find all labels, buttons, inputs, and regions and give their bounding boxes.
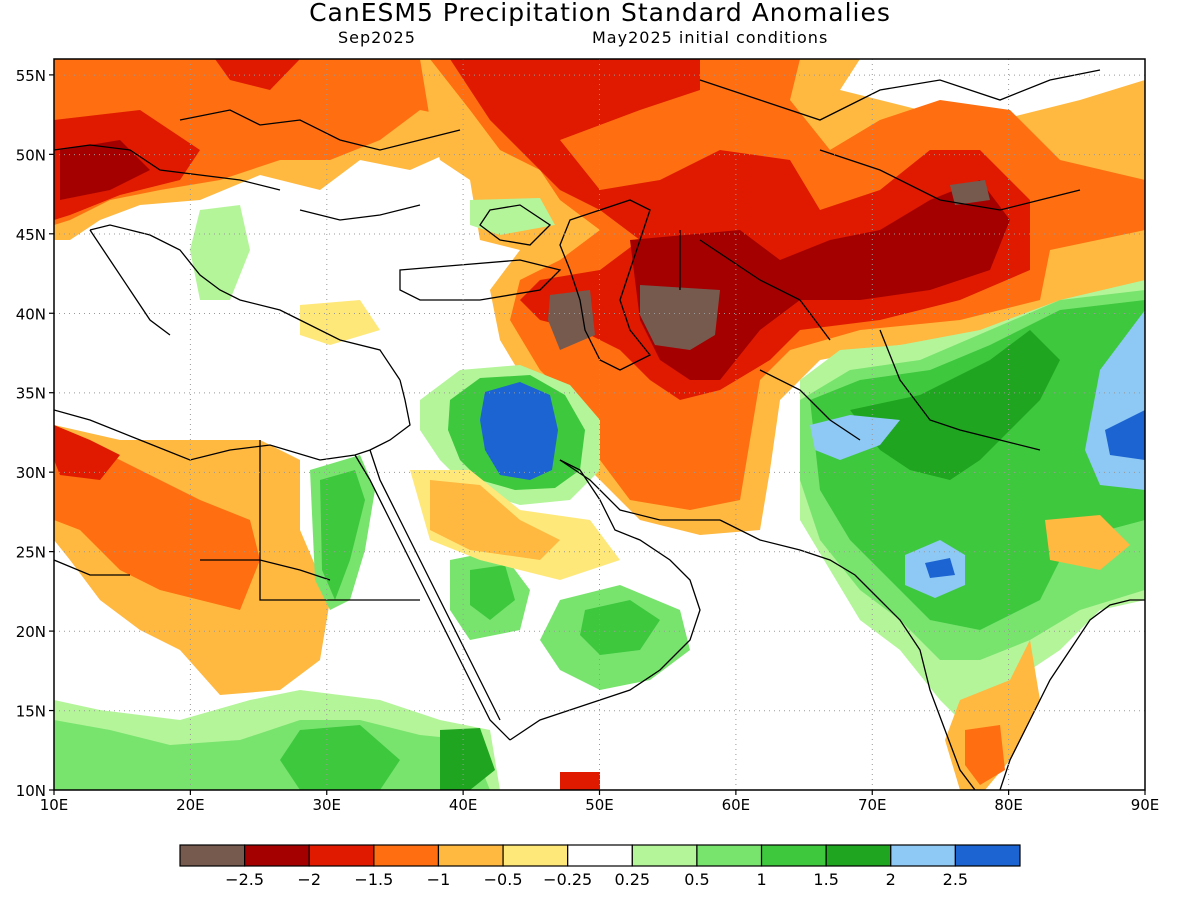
gridlines xyxy=(54,59,1145,790)
anomaly-region-turkey-light-green xyxy=(470,198,555,235)
anomaly-region-north-red xyxy=(215,59,300,90)
colorbar-swatch xyxy=(631,844,698,867)
anomaly-region-oman-mid-green xyxy=(580,600,660,655)
anomaly-region-mongolia-brown xyxy=(950,180,990,205)
colorbar-swatch xyxy=(954,844,1021,867)
longitude-ticks: 10E 20E 30E 40E 50E 60E 70E 80E 90E xyxy=(40,790,1160,814)
colorbar-swatch xyxy=(244,844,310,867)
colorbar: −2.5 −2 −1.5 −1 −0.5 −0.25 0.25 0.5 1 1.5 2 2.5 xyxy=(179,844,1021,889)
colorbar-swatch xyxy=(437,844,504,867)
anomaly-region-east-africa-mid-green xyxy=(280,725,400,790)
lat-tick-label: 30N xyxy=(16,464,46,482)
lon-tick-label: 10E xyxy=(40,796,69,814)
anomaly-region-greece-light-orange xyxy=(300,300,380,345)
lon-tick-label: 80E xyxy=(994,796,1023,814)
lon-tick-label: 60E xyxy=(722,796,751,814)
lat-tick-label: 50N xyxy=(16,146,46,164)
lat-tick-label: 45N xyxy=(16,226,46,244)
anomaly-fields xyxy=(54,59,1145,790)
anomaly-region-central-asia-dark-red xyxy=(630,180,1010,380)
anomaly-region-balkans-light-green xyxy=(190,205,250,300)
colorbar-label: 0.5 xyxy=(684,870,709,889)
latitude-ticks: 55N 50N 45N 40N 35N 30N 25N 20N 15N 10N xyxy=(16,67,54,800)
colorbar-swatch xyxy=(567,844,633,867)
lat-tick-label: 55N xyxy=(16,67,46,85)
colorbar-swatch xyxy=(308,844,375,867)
colorbar-label: −1.5 xyxy=(354,870,393,889)
colorbar-label: −0.5 xyxy=(484,870,523,889)
colorbar-label: 1.5 xyxy=(813,870,838,889)
forecast-month: Sep2025 xyxy=(338,28,416,47)
colorbar-label: 2 xyxy=(886,870,896,889)
colorbar-label: −2 xyxy=(297,870,321,889)
anomaly-region-libya-red xyxy=(54,425,120,480)
lon-tick-label: 50E xyxy=(585,796,614,814)
colorbar-label: 2.5 xyxy=(943,870,968,889)
lat-tick-label: 25N xyxy=(16,544,46,562)
anomaly-region-india-east-orange xyxy=(1045,515,1130,570)
anomaly-region-india-blue xyxy=(925,558,955,578)
lat-tick-label: 10N xyxy=(16,782,46,800)
lon-tick-label: 20E xyxy=(176,796,205,814)
anomaly-region-egypt-dark-green xyxy=(320,470,365,600)
coastlines xyxy=(54,69,1145,790)
colorbar-swatch xyxy=(696,844,763,867)
anomaly-region-pakistan-light-blue xyxy=(810,415,900,460)
colorbar-swatch xyxy=(890,844,956,867)
anomaly-region-gulf-orange xyxy=(430,480,560,560)
lon-tick-label: 40E xyxy=(449,796,478,814)
colorbar-label: 1 xyxy=(756,870,766,889)
colorbar-swatch xyxy=(760,844,827,867)
anomaly-region-somalia-red xyxy=(560,772,600,790)
anomaly-region-india-south-deep-orange xyxy=(965,725,1005,785)
chart-title: CanESM5 Precipitation Standard Anomalies xyxy=(309,0,891,27)
colorbar-label: 0.25 xyxy=(614,870,650,889)
anomaly-region-east-africa-dark-green xyxy=(440,728,495,790)
anomaly-region-arabia-mid-green xyxy=(470,565,515,620)
lat-tick-label: 15N xyxy=(16,703,46,721)
lon-tick-label: 70E xyxy=(858,796,887,814)
anomaly-region-south-asia-dark-green xyxy=(850,330,1060,480)
anomaly-region-bay-blue xyxy=(1105,410,1145,460)
anomaly-region-north-africa-deep-orange xyxy=(54,430,260,610)
anomaly-region-iraq-blue xyxy=(480,382,558,480)
anomaly-region-caspian-brown xyxy=(640,285,720,350)
lon-tick-label: 30E xyxy=(312,796,341,814)
anomaly-region-caucasus-brown xyxy=(548,290,595,350)
colorbar-swatch xyxy=(825,844,892,867)
colorbar-label: −0.25 xyxy=(543,870,592,889)
initial-conditions-label: May2025 initial conditions xyxy=(592,28,829,47)
lon-tick-label: 90E xyxy=(1131,796,1160,814)
anomaly-region-central-asia-red xyxy=(450,59,1030,400)
lat-tick-label: 35N xyxy=(16,385,46,403)
colorbar-label: −1 xyxy=(427,870,451,889)
anomaly-region-europe-dark-red xyxy=(60,140,150,200)
lat-tick-label: 20N xyxy=(16,623,46,641)
lat-tick-label: 40N xyxy=(16,305,46,323)
colorbar-swatch xyxy=(373,844,440,867)
colorbar-label: −2.5 xyxy=(225,870,264,889)
colorbar-swatch xyxy=(179,844,246,867)
colorbar-swatch xyxy=(502,844,569,867)
